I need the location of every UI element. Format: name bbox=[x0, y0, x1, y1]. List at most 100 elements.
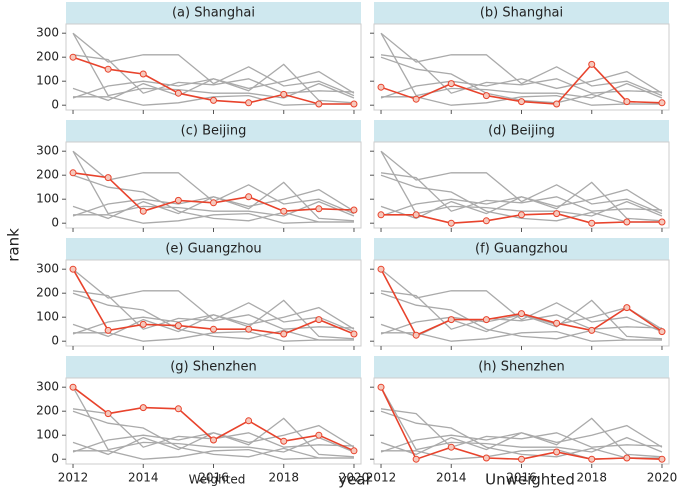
y-tick-label: 100 bbox=[36, 192, 59, 206]
marker bbox=[588, 326, 596, 334]
marker bbox=[104, 65, 112, 73]
marker bbox=[350, 100, 358, 108]
marker bbox=[377, 211, 385, 219]
marker bbox=[588, 455, 596, 463]
marker bbox=[174, 196, 182, 204]
marker bbox=[623, 304, 631, 312]
marker bbox=[139, 320, 147, 328]
background-line bbox=[72, 292, 354, 341]
marker bbox=[350, 206, 358, 214]
marker bbox=[280, 90, 288, 98]
marker bbox=[104, 326, 112, 334]
marker bbox=[174, 322, 182, 330]
background-line bbox=[380, 268, 663, 333]
marker bbox=[482, 92, 490, 100]
background-line bbox=[380, 172, 662, 212]
strip bbox=[66, 238, 361, 260]
background-line bbox=[72, 306, 355, 335]
background-line bbox=[380, 188, 663, 217]
marker bbox=[210, 96, 217, 104]
strip bbox=[66, 2, 361, 24]
column-label: Unweighted bbox=[485, 471, 575, 489]
background-line bbox=[72, 70, 355, 99]
marker bbox=[588, 60, 596, 68]
marker bbox=[447, 443, 455, 451]
marker bbox=[139, 207, 147, 215]
marker bbox=[315, 316, 323, 324]
panel-title: (d) Beijing bbox=[488, 124, 555, 139]
marker bbox=[447, 316, 455, 324]
strip bbox=[374, 238, 669, 260]
marker bbox=[482, 316, 490, 324]
x-tick-label: 2020 bbox=[647, 471, 678, 485]
marker bbox=[518, 211, 525, 219]
background-line bbox=[72, 188, 355, 217]
marker bbox=[69, 169, 77, 177]
marker bbox=[412, 455, 420, 463]
marker bbox=[658, 218, 666, 226]
y-tick-label: 300 bbox=[36, 380, 59, 394]
y-tick-label: 200 bbox=[36, 286, 59, 300]
y-tick-label: 200 bbox=[36, 50, 59, 64]
marker bbox=[412, 95, 420, 103]
marker bbox=[482, 454, 490, 462]
y-tick-label: 0 bbox=[51, 334, 59, 348]
panel-title: (a) Shanghai bbox=[172, 6, 255, 21]
x-tick-label: 2020 bbox=[339, 471, 370, 485]
y-tick-label: 100 bbox=[36, 74, 59, 88]
background-line bbox=[73, 212, 354, 224]
marker bbox=[280, 437, 288, 445]
x-tick-label: 2016 bbox=[198, 471, 229, 485]
marker bbox=[553, 210, 561, 218]
marker bbox=[518, 455, 525, 463]
marker bbox=[245, 193, 253, 201]
marker bbox=[210, 436, 217, 444]
marker bbox=[139, 70, 147, 78]
marker bbox=[553, 100, 561, 108]
strip bbox=[66, 356, 361, 378]
background-line bbox=[73, 330, 354, 342]
marker bbox=[69, 53, 77, 61]
marker bbox=[553, 319, 561, 327]
strip bbox=[374, 2, 669, 24]
x-tick-label: 2012 bbox=[366, 471, 397, 485]
background-line bbox=[72, 268, 355, 333]
x-axis-label: year bbox=[338, 471, 372, 489]
y-tick-label: 100 bbox=[36, 310, 59, 324]
background-line bbox=[72, 32, 355, 97]
x-tick-label: 2018 bbox=[268, 471, 299, 485]
background-line bbox=[380, 410, 662, 459]
marker bbox=[245, 417, 253, 425]
background-line bbox=[381, 330, 662, 342]
x-tick-label: 2012 bbox=[58, 471, 89, 485]
marker bbox=[412, 331, 420, 339]
marker bbox=[210, 199, 217, 207]
column-label: Weighted bbox=[189, 473, 246, 487]
marker bbox=[139, 404, 147, 412]
strip bbox=[374, 356, 669, 378]
marker bbox=[482, 217, 490, 225]
marker bbox=[447, 80, 455, 88]
marker bbox=[315, 100, 323, 108]
marker bbox=[447, 219, 455, 227]
panel-title: (f) Guangzhou bbox=[475, 242, 568, 257]
x-tick-label: 2018 bbox=[576, 471, 607, 485]
marker bbox=[623, 454, 631, 462]
marker bbox=[174, 89, 182, 97]
background-line bbox=[380, 424, 663, 453]
marker bbox=[658, 99, 666, 107]
y-tick-label: 100 bbox=[36, 428, 59, 442]
marker bbox=[210, 325, 217, 333]
y-tick-label: 0 bbox=[51, 216, 59, 230]
y-tick-label: 0 bbox=[51, 452, 59, 466]
panel-title: (g) Shenzhen bbox=[170, 360, 257, 375]
marker bbox=[623, 218, 631, 226]
x-tick-label: 2016 bbox=[506, 471, 537, 485]
marker bbox=[69, 265, 77, 273]
marker bbox=[350, 447, 358, 455]
marker bbox=[245, 325, 253, 333]
background-line bbox=[73, 94, 354, 106]
marker bbox=[69, 383, 77, 391]
panel-title: (e) Guangzhou bbox=[165, 242, 261, 257]
y-tick-label: 0 bbox=[51, 98, 59, 112]
